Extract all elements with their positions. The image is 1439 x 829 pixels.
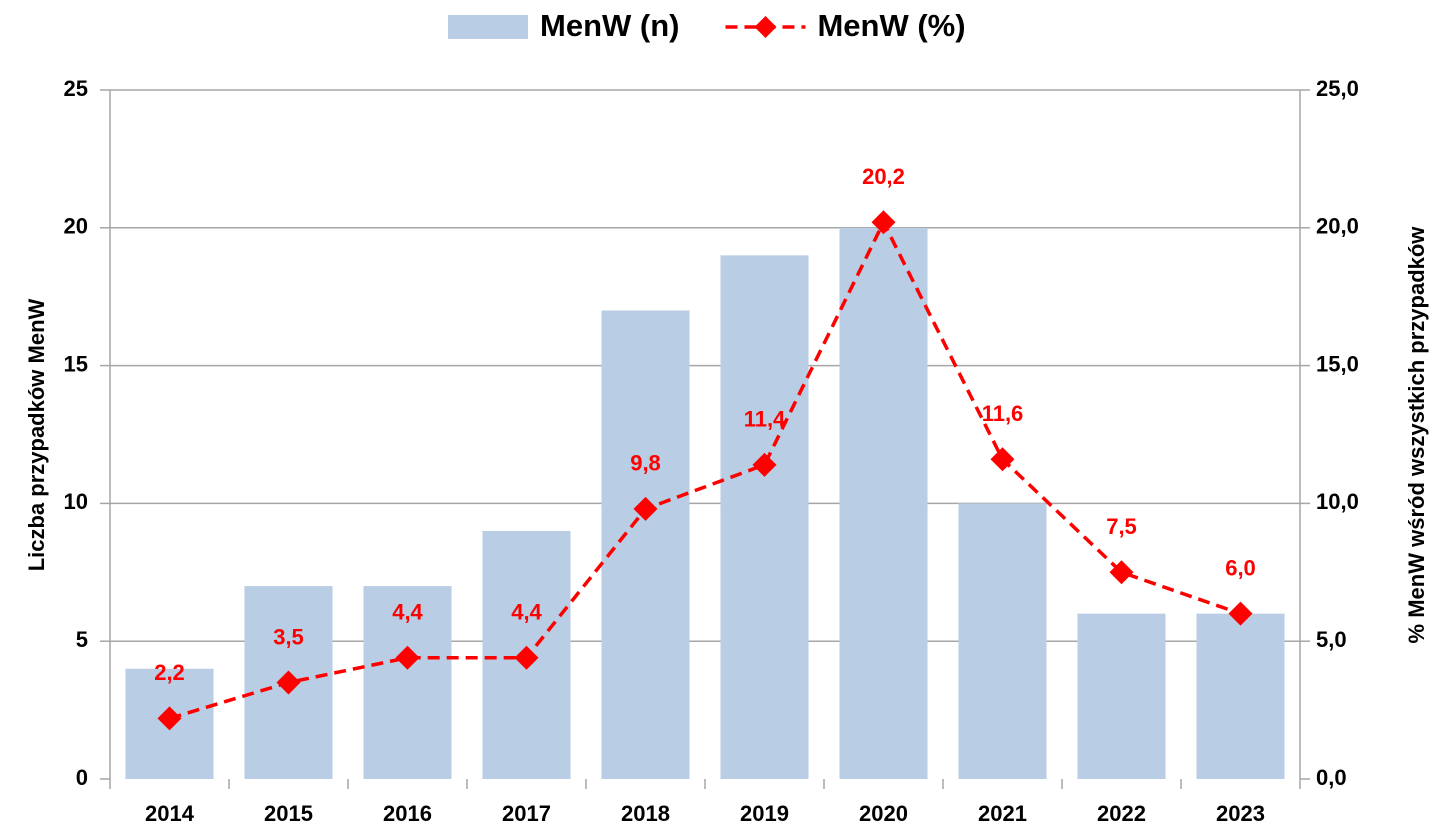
data-label: 6,0 <box>1225 555 1256 580</box>
legend-label: MenW (n) <box>540 8 679 43</box>
y-tick-label: 25 <box>64 76 88 101</box>
marker <box>276 670 301 695</box>
data-label: 20,2 <box>862 164 905 189</box>
bar <box>1196 613 1285 779</box>
x-tick-label: 2022 <box>1097 801 1146 826</box>
y2-axis-title: % MenW wśród wszystkich przypadków <box>1404 226 1429 644</box>
x-tick-label: 2015 <box>264 801 313 826</box>
x-tick-label: 2019 <box>740 801 789 826</box>
x-tick-label: 2021 <box>978 801 1027 826</box>
y-tick-label: 20 <box>64 214 88 239</box>
legend-label: MenW (%) <box>817 8 965 43</box>
y2-tick-label: 10,0 <box>1316 489 1359 514</box>
marker <box>395 645 420 670</box>
marker <box>514 645 539 670</box>
legend-swatch <box>448 15 528 39</box>
x-tick-label: 2018 <box>621 801 670 826</box>
legend-marker <box>754 16 777 38</box>
data-label: 2,2 <box>154 660 185 685</box>
bar <box>958 503 1047 779</box>
line <box>168 218 1242 721</box>
data-label: 4,4 <box>511 600 542 625</box>
y-tick-label: 5 <box>76 627 88 652</box>
data-label: 11,6 <box>982 401 1024 426</box>
x-tick-label: 2017 <box>502 801 551 826</box>
bar <box>839 227 928 780</box>
data-label: 4,4 <box>392 600 423 625</box>
x-tick-label: 2014 <box>145 801 195 826</box>
x-tick-label: 2016 <box>383 801 432 826</box>
marker <box>752 452 777 477</box>
data-label: 3,5 <box>273 624 304 649</box>
marker <box>990 447 1015 472</box>
marker <box>633 496 658 521</box>
marker <box>157 706 182 731</box>
y-tick-label: 10 <box>64 489 88 514</box>
data-label: 7,5 <box>1106 514 1137 539</box>
y2-tick-label: 0,0 <box>1316 765 1347 790</box>
marker <box>871 210 896 235</box>
y-axis-title: Liczba przypadków MenW <box>24 298 49 571</box>
bar <box>720 255 809 780</box>
y2-tick-label: 20,0 <box>1316 214 1359 239</box>
data-label: 11,4 <box>744 407 786 432</box>
data-label: 9,8 <box>630 451 661 476</box>
y2-tick-label: 15,0 <box>1316 351 1359 376</box>
x-tick-label: 2023 <box>1216 801 1265 826</box>
y-tick-label: 0 <box>76 765 88 790</box>
y-tick-label: 15 <box>64 351 88 376</box>
y2-tick-label: 25,0 <box>1316 76 1359 101</box>
y2-tick-label: 5,0 <box>1316 627 1347 652</box>
bar <box>601 310 690 779</box>
marker <box>1109 560 1134 585</box>
bar <box>363 586 452 779</box>
bar <box>1077 613 1166 779</box>
marker <box>1228 601 1253 626</box>
x-tick-label: 2020 <box>859 801 908 826</box>
